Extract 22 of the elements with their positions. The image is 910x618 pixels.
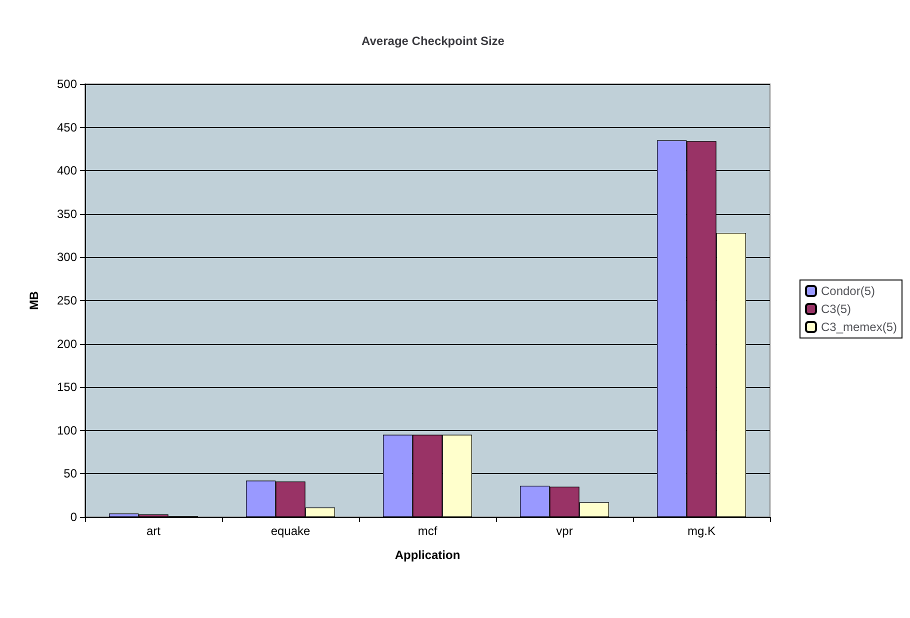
y-tick-label: 250	[56, 294, 78, 308]
y-tick-label: 300	[56, 250, 78, 264]
x-tick-label: art	[146, 524, 162, 538]
y-axis-title: MB	[27, 290, 41, 310]
y-tick-label: 100	[56, 423, 78, 438]
y-tick-label: 500	[56, 77, 78, 91]
legend-label: C3_memex(5)	[820, 320, 898, 334]
x-tick-label: equake	[270, 524, 311, 538]
x-axis-title: Application	[394, 548, 460, 562]
y-tick-label: 350	[56, 206, 78, 221]
legend-label: Condor(5)	[820, 284, 876, 298]
x-tick-label: mcf	[418, 524, 438, 538]
legend-label: C3(5)	[820, 302, 851, 316]
x-tick-label: vpr	[556, 524, 573, 538]
y-tick-label: 50	[64, 466, 78, 481]
y-tick-label: 0	[70, 510, 78, 524]
y-tick-label: 400	[56, 164, 78, 178]
chart-title: Average Checkpoint Size	[362, 34, 505, 48]
x-tick-label: mg.K	[687, 524, 716, 538]
y-tick-label: 450	[56, 120, 78, 134]
y-tick-label: 150	[56, 380, 78, 394]
y-tick-label: 200	[56, 336, 78, 351]
